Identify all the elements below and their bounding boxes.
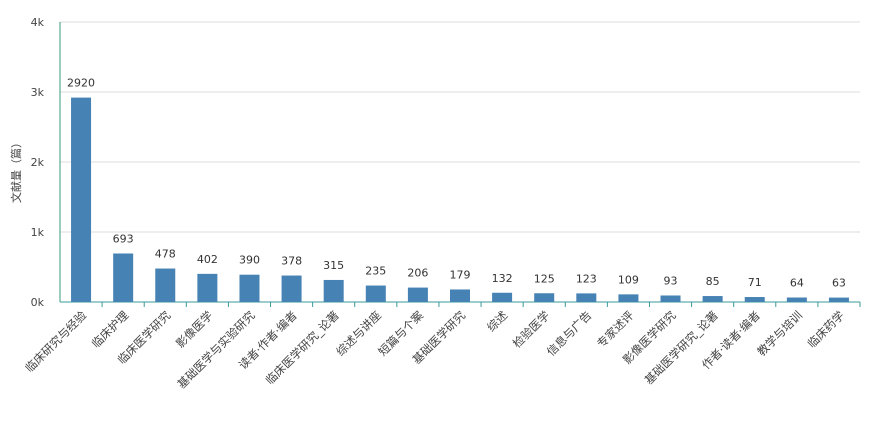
- y-tick-label: 0k: [31, 296, 45, 309]
- value-label: 390: [239, 254, 260, 267]
- x-tick-label: 临床研究与经验: [22, 308, 89, 375]
- bar: [828, 297, 849, 302]
- y-tick-label: 4k: [31, 16, 45, 29]
- bar: [407, 287, 428, 302]
- bar: [113, 253, 134, 302]
- x-tick-label: 临床医学研究_论著: [263, 308, 342, 387]
- value-label: 85: [706, 275, 720, 288]
- x-tick-label: 临床护理: [89, 308, 132, 351]
- bar: [618, 294, 639, 302]
- bar: [744, 297, 765, 302]
- value-label: 315: [323, 259, 344, 272]
- value-label: 109: [618, 273, 639, 286]
- bar: [197, 273, 218, 302]
- bar: [155, 268, 176, 302]
- y-tick-label: 3k: [31, 86, 45, 99]
- bar: [660, 295, 681, 302]
- x-tick-label: 基础医学与实验研究: [175, 308, 258, 391]
- bar: [492, 292, 513, 302]
- value-label: 123: [576, 272, 597, 285]
- value-label: 693: [113, 232, 134, 245]
- value-label: 179: [450, 268, 471, 281]
- bar: [450, 289, 470, 302]
- y-tick-label: 2k: [31, 156, 45, 169]
- value-label: 206: [407, 267, 428, 280]
- bar: [702, 296, 723, 302]
- bar: [534, 293, 555, 302]
- x-tick-label: 临床药学: [805, 308, 847, 350]
- y-axis-label: 文献量（篇）: [9, 137, 23, 203]
- bar: [281, 275, 302, 302]
- x-tick-label: 综述: [484, 308, 511, 335]
- bar: [365, 285, 386, 302]
- value-label: 71: [748, 276, 762, 289]
- value-label: 2920: [67, 77, 95, 90]
- value-label: 63: [832, 277, 846, 290]
- y-tick-label: 1k: [31, 226, 45, 239]
- x-tick-label: 专家述评: [594, 308, 637, 351]
- x-tick-label: 检验医学: [510, 308, 552, 350]
- bar: [323, 279, 344, 302]
- bar: [576, 293, 597, 302]
- value-label: 93: [664, 274, 678, 287]
- bar: [239, 274, 260, 302]
- x-tick-label: 教学与培训: [754, 308, 805, 359]
- value-label: 402: [197, 253, 218, 266]
- x-tick-label: 综述与讲座: [333, 308, 384, 359]
- value-label: 478: [155, 248, 176, 261]
- bar: [71, 97, 92, 302]
- bar: [786, 297, 807, 302]
- value-label: 125: [534, 272, 555, 285]
- value-label: 378: [281, 255, 302, 268]
- x-tick-label: 影像医学: [173, 308, 215, 350]
- value-label: 132: [492, 272, 513, 285]
- x-tick-label: 基础医学研究_论著: [642, 308, 721, 387]
- value-label: 64: [790, 277, 804, 290]
- value-label: 235: [365, 265, 386, 278]
- x-tick-label: 信息与广告: [544, 308, 595, 359]
